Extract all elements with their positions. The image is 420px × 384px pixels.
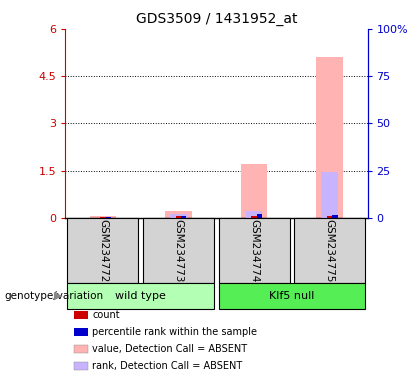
- Text: Klf5 null: Klf5 null: [269, 291, 315, 301]
- Text: GSM234772: GSM234772: [98, 218, 108, 282]
- Bar: [218, 283, 365, 309]
- Bar: [246, 211, 262, 218]
- Bar: [74, 328, 88, 336]
- Bar: [105, 217, 111, 218]
- Bar: [317, 57, 343, 218]
- Title: GDS3509 / 1431952_at: GDS3509 / 1431952_at: [136, 12, 297, 26]
- Bar: [241, 164, 268, 218]
- Text: ▶: ▶: [54, 291, 62, 301]
- Bar: [257, 214, 262, 218]
- Bar: [67, 283, 214, 309]
- Text: count: count: [92, 310, 120, 320]
- Bar: [218, 218, 290, 283]
- Bar: [67, 218, 139, 283]
- Text: percentile rank within the sample: percentile rank within the sample: [92, 327, 257, 337]
- Bar: [100, 217, 105, 218]
- Text: wild type: wild type: [115, 291, 166, 301]
- Bar: [170, 214, 187, 218]
- Bar: [294, 218, 365, 283]
- Bar: [332, 215, 338, 218]
- Bar: [176, 216, 181, 218]
- Bar: [181, 215, 186, 218]
- Bar: [165, 211, 192, 218]
- Text: rank, Detection Call = ABSENT: rank, Detection Call = ABSENT: [92, 361, 243, 371]
- Text: GSM234775: GSM234775: [325, 218, 335, 282]
- Bar: [143, 218, 214, 283]
- Text: genotype/variation: genotype/variation: [4, 291, 103, 301]
- Text: GSM234774: GSM234774: [249, 218, 259, 282]
- Bar: [74, 346, 88, 353]
- Bar: [252, 216, 257, 218]
- Bar: [90, 216, 116, 218]
- Bar: [327, 216, 332, 218]
- Bar: [321, 172, 338, 218]
- Text: GSM234773: GSM234773: [173, 218, 184, 282]
- Bar: [74, 311, 88, 318]
- Bar: [74, 362, 88, 369]
- Text: value, Detection Call = ABSENT: value, Detection Call = ABSENT: [92, 344, 247, 354]
